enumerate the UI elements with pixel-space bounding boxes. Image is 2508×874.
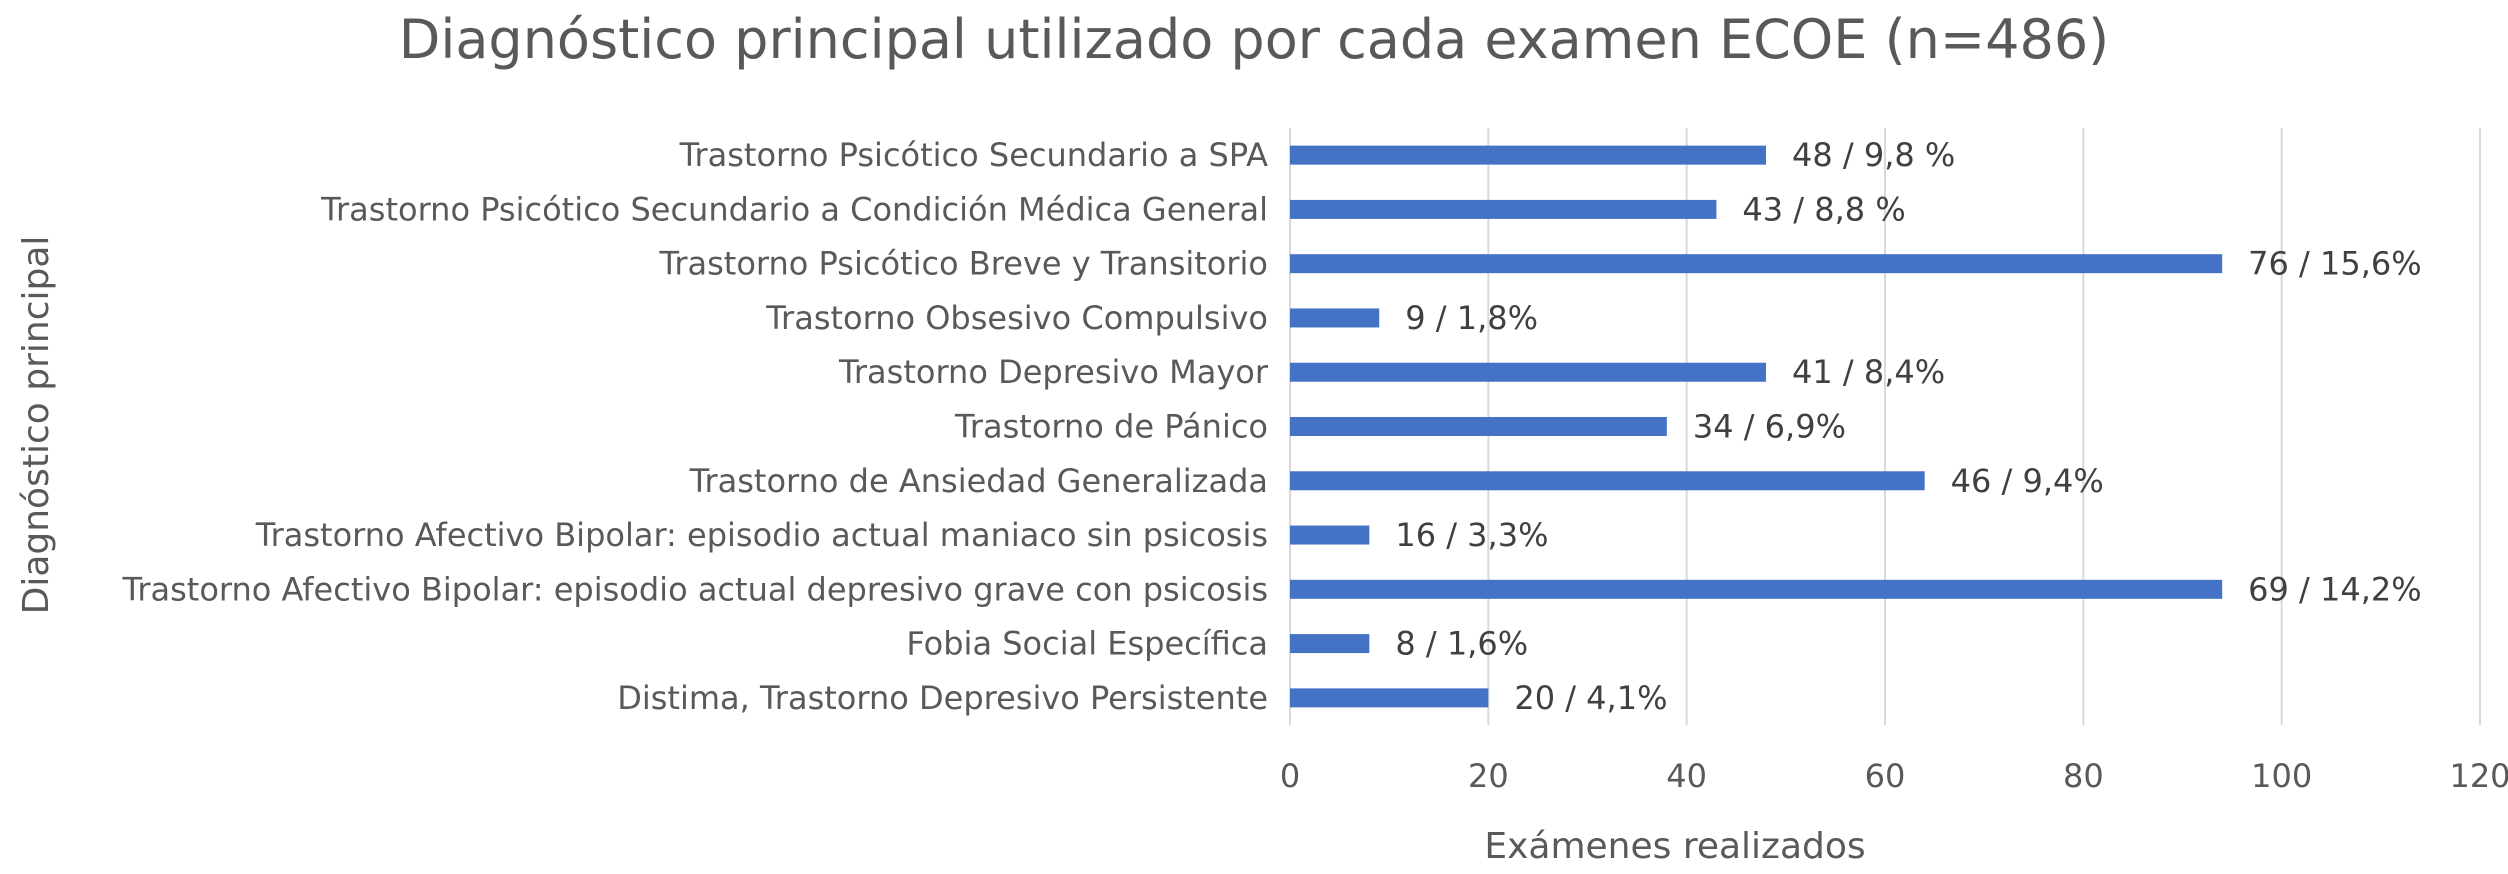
x-tick-labels: 0 20 40 60 80 100 120 (1280, 757, 2508, 795)
category-label: Trastorno de Pánico (954, 408, 1268, 446)
category-label: Distima, Trastorno Depresivo Persistente (617, 679, 1268, 717)
bar (1290, 417, 1667, 436)
category-labels: Trastorno Psicótico Secundario a SPA Tras… (121, 136, 1268, 717)
category-label: Trastorno Obsesivo Compulsivo (765, 299, 1268, 337)
x-tick-label: 100 (2251, 757, 2312, 795)
data-label: 34 / 6,9% (1693, 408, 1846, 446)
data-label: 69 / 14,2% (2248, 570, 2422, 608)
data-label: 20 / 4,1% (1514, 679, 1667, 717)
bar (1290, 579, 2223, 599)
bar (1290, 199, 1717, 219)
bar (1290, 254, 2223, 274)
bar (1290, 525, 1370, 545)
bar (1290, 471, 1925, 491)
category-label: Trastorno Depresivo Mayor (838, 353, 1269, 391)
x-tick-label: 0 (1280, 757, 1300, 795)
bars (1290, 145, 2223, 708)
category-label: Trastorno Afectivo Bipolar: episodio act… (121, 570, 1268, 608)
x-tick-label: 20 (1468, 757, 1509, 795)
x-axis-title: Exámenes realizados (1484, 826, 1865, 867)
bar (1290, 308, 1380, 328)
chart-title: Diagnóstico principal utilizado por cada… (399, 8, 2110, 71)
category-label: Trastorno Psicótico Breve y Transitorio (659, 245, 1268, 283)
y-axis-title: Diagnóstico principal (16, 236, 57, 615)
category-label: Trastorno de Ansiedad Generalizada (689, 462, 1268, 500)
x-tick-label: 60 (1865, 757, 1906, 795)
bar (1290, 362, 1766, 382)
data-label: 41 / 8,4% (1792, 353, 1945, 391)
category-label: Trastorno Psicótico Secundario a Condici… (320, 190, 1268, 228)
data-label: 43 / 8,8 % (1742, 190, 1905, 228)
data-label: 46 / 9,4% (1951, 462, 2104, 500)
gridlines (1289, 128, 2481, 725)
x-tick-label: 120 (2449, 757, 2508, 795)
x-tick-label: 80 (2063, 757, 2104, 795)
category-label: Fobia Social Específica (906, 625, 1268, 663)
category-label: Trastorno Psicótico Secundario a SPA (679, 136, 1269, 174)
bar (1290, 145, 1766, 165)
bar (1290, 634, 1370, 654)
data-labels: 48 / 9,8 % 43 / 8,8 % 76 / 15,6% 9 / 1,8% 41… (1395, 136, 2421, 717)
data-label: 76 / 15,6% (2248, 245, 2422, 283)
data-label: 8 / 1,6% (1395, 625, 1528, 663)
data-label: 48 / 9,8 % (1792, 136, 1955, 174)
data-label: 16 / 3,3% (1395, 516, 1548, 554)
data-label: 9 / 1,8% (1405, 299, 1538, 337)
x-tick-label: 40 (1666, 757, 1707, 795)
category-label: Trastorno Afectivo Bipolar: episodio act… (255, 516, 1268, 554)
bar (1290, 688, 1489, 708)
